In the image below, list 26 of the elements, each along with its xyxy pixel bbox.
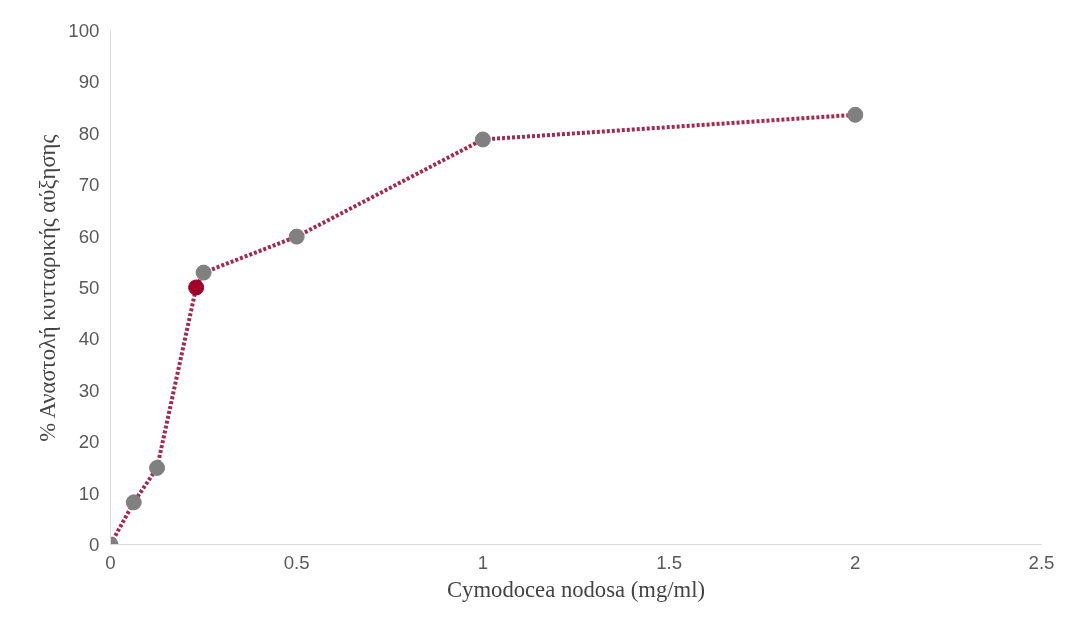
y-tick-label: 80	[78, 122, 100, 144]
point	[149, 459, 166, 476]
x-tick-label: 2	[850, 551, 861, 573]
point	[847, 106, 864, 123]
point	[288, 228, 305, 245]
x-tick-label: 2.5	[1028, 551, 1055, 573]
x-axis-title: Cymodocea nodosa (mg/ml)	[447, 576, 705, 602]
x-tick-label: 1	[477, 551, 489, 573]
y-tick-label: 70	[78, 174, 100, 196]
y-tick-label: 40	[78, 328, 100, 350]
point	[474, 131, 491, 148]
x-tick-label: 1.5	[656, 551, 683, 573]
y-tick-label: 100	[68, 20, 100, 41]
y-tick-label: 10	[78, 482, 100, 504]
y-tick-label: 30	[78, 379, 100, 401]
y-tick-label: 60	[78, 225, 100, 247]
point	[125, 494, 142, 511]
point	[195, 264, 212, 281]
x-tick-label: 0	[105, 551, 116, 573]
y-tick-label: 0	[89, 534, 100, 555]
y-tick-label: 50	[78, 277, 100, 298]
y-tick-label: 20	[78, 431, 100, 453]
y-axis-title: % Αναστολή κυτταρικής αύξησης	[35, 134, 61, 442]
x-tick-label: 0.5	[283, 551, 310, 573]
y-tick-label: 90	[78, 71, 100, 93]
point	[188, 279, 205, 296]
